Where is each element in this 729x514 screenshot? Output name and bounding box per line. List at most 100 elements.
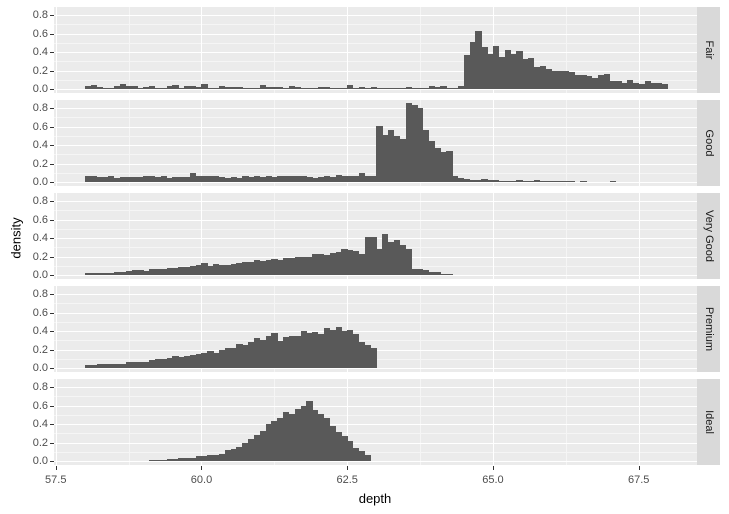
histogram-bar [341, 331, 348, 368]
histogram-bar [399, 88, 406, 90]
histogram-bar [341, 88, 348, 90]
histogram-bar [574, 75, 581, 89]
y-tick-label: 0.6 [32, 399, 48, 412]
histogram-bar [516, 180, 523, 182]
histogram-bar [189, 265, 197, 275]
histogram-bar [183, 266, 191, 275]
histogram-bar [306, 88, 313, 90]
histogram-bar [294, 175, 301, 182]
y-tick-mark [50, 461, 54, 462]
histogram-bar [218, 264, 226, 275]
histogram-bar [592, 77, 599, 89]
histogram-bar [178, 458, 185, 461]
histogram-bar [597, 75, 605, 89]
facet-strip-label: Fair [702, 40, 715, 60]
histogram-bar [125, 362, 132, 368]
major-gridline [54, 15, 697, 16]
histogram-bar [102, 273, 109, 275]
histogram-bar [411, 88, 418, 90]
histogram-bar [154, 177, 162, 182]
major-gridline [639, 286, 640, 372]
histogram-bar [259, 85, 266, 89]
histogram-bar [259, 177, 266, 182]
histogram-bar [545, 68, 552, 89]
histogram-bar [504, 50, 511, 89]
major-gridline [56, 193, 57, 279]
major-gridline [347, 7, 348, 93]
minor-gridline [54, 433, 697, 434]
histogram-bar [318, 253, 325, 275]
y-tick-mark [50, 15, 54, 16]
y-tick-label: 0.4 [32, 46, 48, 58]
histogram-bar [207, 88, 214, 90]
major-gridline [54, 89, 697, 90]
facet-strip: Ideal [697, 379, 720, 465]
histogram-bar [224, 347, 232, 368]
major-gridline [56, 100, 57, 186]
histogram-bar [172, 177, 179, 182]
histogram-bar [364, 237, 371, 275]
histogram-bar [341, 436, 348, 461]
histogram-bar [283, 411, 290, 461]
histogram-bar [609, 181, 616, 183]
histogram-bar [481, 47, 488, 89]
facet-strip-label: Premium [702, 306, 715, 352]
histogram-bar [457, 86, 465, 89]
histogram-bar [248, 88, 255, 90]
y-tick-label: 0.4 [32, 139, 48, 151]
histogram-bar [143, 361, 150, 368]
minor-gridline [566, 100, 567, 186]
y-tick-label: 0.6 [32, 27, 48, 40]
histogram-bar [510, 53, 517, 89]
histogram-bar [376, 249, 383, 275]
histogram-bar [318, 413, 325, 461]
histogram-bar [271, 259, 278, 275]
histogram-bar [318, 333, 325, 368]
histogram-bar [125, 177, 132, 182]
minor-gridline [566, 7, 567, 93]
y-tick-label: 0.2 [32, 343, 48, 356]
major-gridline [201, 286, 202, 372]
histogram-bar [288, 258, 296, 275]
histogram-bar [207, 351, 214, 368]
major-gridline [54, 406, 697, 407]
histogram-bar [102, 364, 109, 368]
histogram-bar [551, 181, 558, 183]
histogram-bar [347, 85, 354, 89]
y-tick-mark [50, 350, 54, 351]
major-gridline [201, 100, 202, 186]
histogram-bar [253, 338, 261, 368]
histogram-bar [178, 356, 185, 368]
minor-gridline [420, 7, 421, 93]
minor-gridline [129, 193, 130, 279]
histogram-bar [242, 344, 249, 368]
histogram-bar [405, 87, 412, 89]
histogram-bar [457, 178, 465, 182]
major-gridline [54, 34, 697, 35]
y-tick-label: 0.8 [32, 288, 48, 300]
y-tick-mark [50, 387, 54, 388]
histogram-bar [376, 125, 383, 182]
minor-gridline [274, 286, 275, 372]
y-tick-mark [50, 89, 54, 90]
histogram-bar [452, 176, 459, 182]
histogram-bar [172, 355, 179, 368]
histogram-bar [300, 176, 307, 182]
histogram-bar [621, 83, 628, 89]
minor-gridline [54, 43, 697, 44]
histogram-bar [172, 267, 179, 275]
histogram-bar [382, 234, 389, 275]
histogram-bar [160, 176, 167, 182]
histogram-bar [323, 417, 331, 461]
x-tick-mark [201, 466, 202, 470]
facet-panel-very-good [54, 193, 697, 279]
histogram-bar [423, 270, 430, 275]
histogram-bar [265, 87, 272, 89]
histogram-bar [300, 88, 307, 90]
histogram-bar [160, 358, 167, 368]
histogram-bar [277, 176, 284, 182]
histogram-bar [580, 75, 587, 89]
histogram-bar [533, 66, 540, 89]
histogram-bar [259, 431, 266, 461]
facet-strip: Premium [697, 286, 720, 372]
